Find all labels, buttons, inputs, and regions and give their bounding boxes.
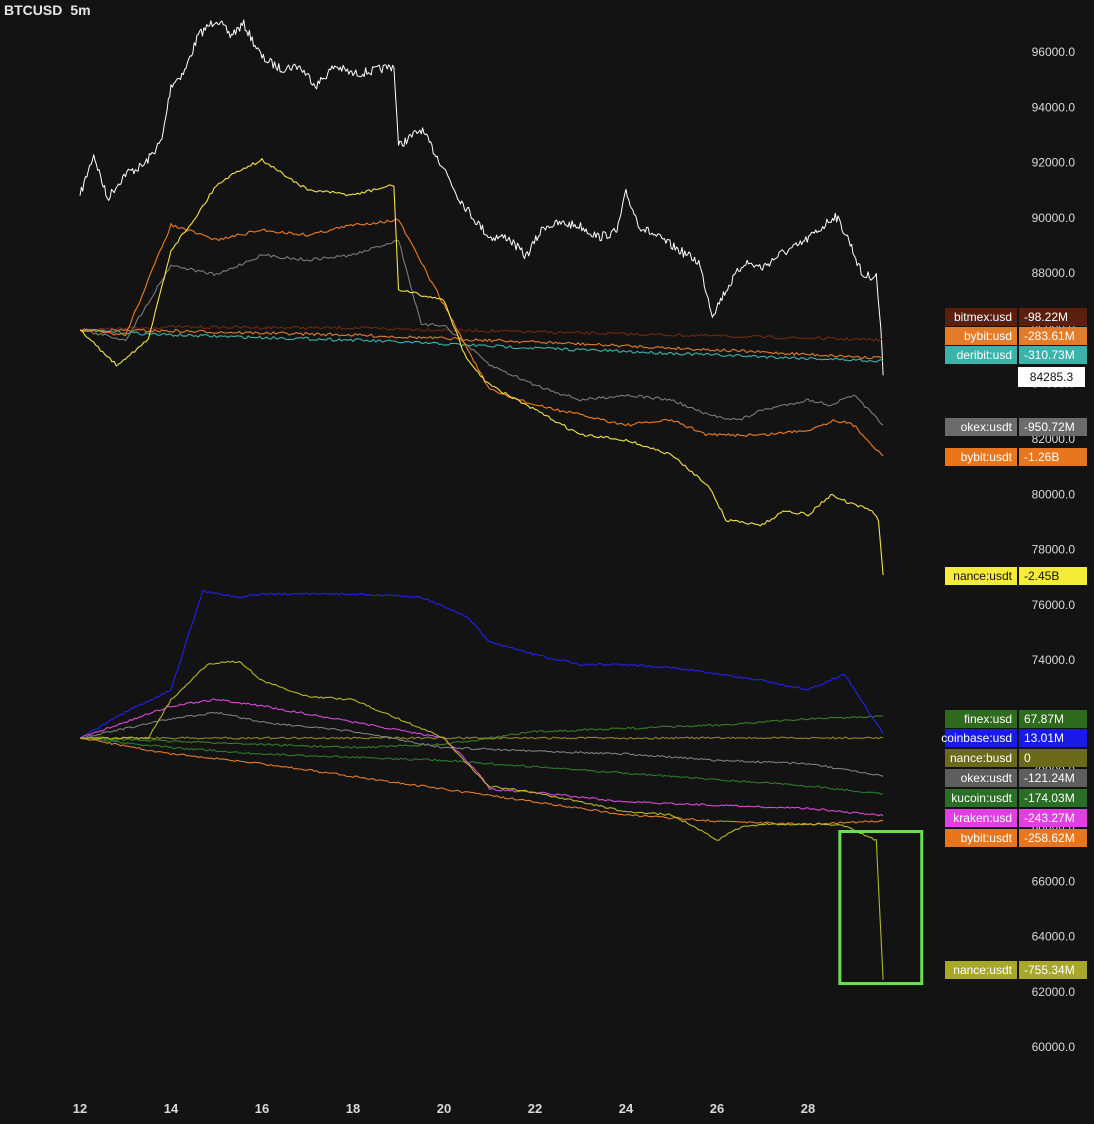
legend-series-name: kraken:usd — [945, 809, 1017, 827]
series-line-bybit-usdt — [79, 737, 884, 826]
x-tick-label: 14 — [164, 1101, 179, 1116]
legend-series-value: -174.03M — [1019, 789, 1087, 807]
legend-series-name: coinbase:usd — [941, 729, 1017, 747]
symbol-header: BTCUSD 5m — [0, 0, 95, 20]
legend-series-value: -1.26B — [1019, 448, 1087, 466]
y-tick-label: 96000.0 — [1032, 45, 1076, 59]
current-price-tag: 84285.3 — [1018, 367, 1085, 387]
legend-tag-nance-usdt: nance:usdt -2.45B — [945, 567, 1087, 585]
y-tick-label: 94000.0 — [1032, 100, 1076, 114]
legend-tag-deribit-usd: deribit:usd -310.73M — [945, 346, 1087, 364]
y-tick-label: 78000.0 — [1032, 543, 1076, 557]
legend-tag-bitmex-usd: bitmex:usd -98.22M — [945, 308, 1087, 326]
legend-series-name: bybit:usd — [945, 327, 1017, 345]
x-tick-label: 12 — [73, 1101, 87, 1116]
y-tick-label: 92000.0 — [1032, 156, 1076, 170]
highlight-box — [838, 830, 924, 986]
x-tick-label: 20 — [437, 1101, 451, 1116]
series-line-deribit-usd — [79, 328, 884, 363]
series-line-nance-usdt — [80, 660, 884, 980]
price-line-btcusd — [79, 19, 884, 376]
y-tick-label: 74000.0 — [1032, 653, 1076, 667]
legend-tag-bybit-usd: bybit:usd -283.61M — [945, 327, 1087, 345]
y-tick-label: 60000.0 — [1032, 1040, 1076, 1054]
legend-series-value: -243.27M — [1019, 809, 1087, 827]
legend-series-value: -258.62M — [1019, 829, 1087, 847]
legend-tag-bybit-usdt: bybit:usdt -1.26B — [945, 448, 1087, 466]
series-line-bybit-usd — [79, 328, 884, 360]
legend-tag-kraken-usd: kraken:usd -243.27M — [945, 809, 1087, 827]
y-tick-label: 90000.0 — [1032, 211, 1076, 225]
series-line-okex-usdt — [79, 239, 884, 426]
legend-series-value: -283.61M — [1019, 327, 1087, 345]
legend-tag-okex-usdt: okex:usdt -121.24M — [945, 769, 1087, 787]
legend-tag-finex-usd: finex:usd 67.87M — [945, 710, 1087, 728]
series-line-coinbase-usd — [79, 589, 884, 739]
x-tick-label: 26 — [710, 1101, 724, 1116]
legend-tag-okex-usdt: okex:usdt -950.72M — [945, 418, 1087, 436]
legend-tag-coinbase-usd: coinbase:usd 13.01M — [941, 729, 1087, 747]
legend-series-name: bybit:usdt — [945, 829, 1017, 847]
y-tick-label: 64000.0 — [1032, 930, 1076, 944]
x-tick-label: 28 — [801, 1101, 815, 1116]
legend-tag-kucoin-usdt: kucoin:usdt -174.03M — [945, 789, 1087, 807]
legend-series-name: nance:busd — [945, 749, 1017, 767]
legend-series-value: -950.72M — [1019, 418, 1087, 436]
legend-tag-bybit-usdt: bybit:usdt -258.62M — [945, 829, 1087, 847]
y-tick-label: 88000.0 — [1032, 266, 1076, 280]
y-tick-label: 62000.0 — [1032, 985, 1076, 999]
series-line-kucoin-usdt — [79, 737, 884, 795]
legend-series-name: okex:usdt — [945, 418, 1017, 436]
legend-tag-nance-usdt: nance:usdt -755.34M — [945, 961, 1087, 979]
series-line-nance-busd — [79, 736, 884, 740]
legend-series-name: finex:usd — [945, 710, 1017, 728]
y-tick-label: 76000.0 — [1032, 598, 1076, 612]
series-line-kraken-usd — [79, 698, 884, 817]
legend-series-name: kucoin:usdt — [945, 789, 1017, 807]
legend-series-value: -121.24M — [1019, 769, 1087, 787]
x-tick-label: 18 — [346, 1101, 360, 1116]
legend-series-value: 67.87M — [1019, 710, 1087, 728]
legend-series-name: nance:usdt — [945, 961, 1017, 979]
legend-series-name: bybit:usdt — [945, 448, 1017, 466]
legend-series-name: deribit:usd — [945, 346, 1017, 364]
x-tick-label: 24 — [619, 1101, 634, 1116]
x-tick-label: 16 — [255, 1101, 269, 1116]
interval-label: 5m — [70, 2, 91, 18]
y-tick-label: 66000.0 — [1032, 874, 1076, 888]
legend-series-value: -310.73M — [1019, 346, 1087, 364]
legend-series-name: nance:usdt — [945, 567, 1017, 585]
legend-series-value: 0 — [1019, 749, 1087, 767]
legend-tag-nance-busd: nance:busd 0 — [945, 749, 1087, 767]
legend-series-name: bitmex:usd — [945, 308, 1017, 326]
legend-series-value: -98.22M — [1019, 308, 1087, 326]
series-line-finex-usd — [79, 715, 884, 749]
legend-series-value: 13.01M — [1019, 729, 1087, 747]
series-line-okex-usdt — [79, 711, 884, 777]
y-tick-label: 80000.0 — [1032, 487, 1076, 501]
symbol-name: BTCUSD — [4, 2, 63, 18]
legend-series-value: -2.45B — [1019, 567, 1087, 585]
legend-series-name: okex:usdt — [945, 769, 1017, 787]
series-line-bybit-usdt — [79, 218, 884, 457]
series-line-bitmex-usd — [79, 325, 884, 342]
legend-series-value: -755.34M — [1019, 961, 1087, 979]
series-line-nance-usdt — [79, 158, 884, 576]
x-tick-label: 22 — [528, 1101, 542, 1116]
